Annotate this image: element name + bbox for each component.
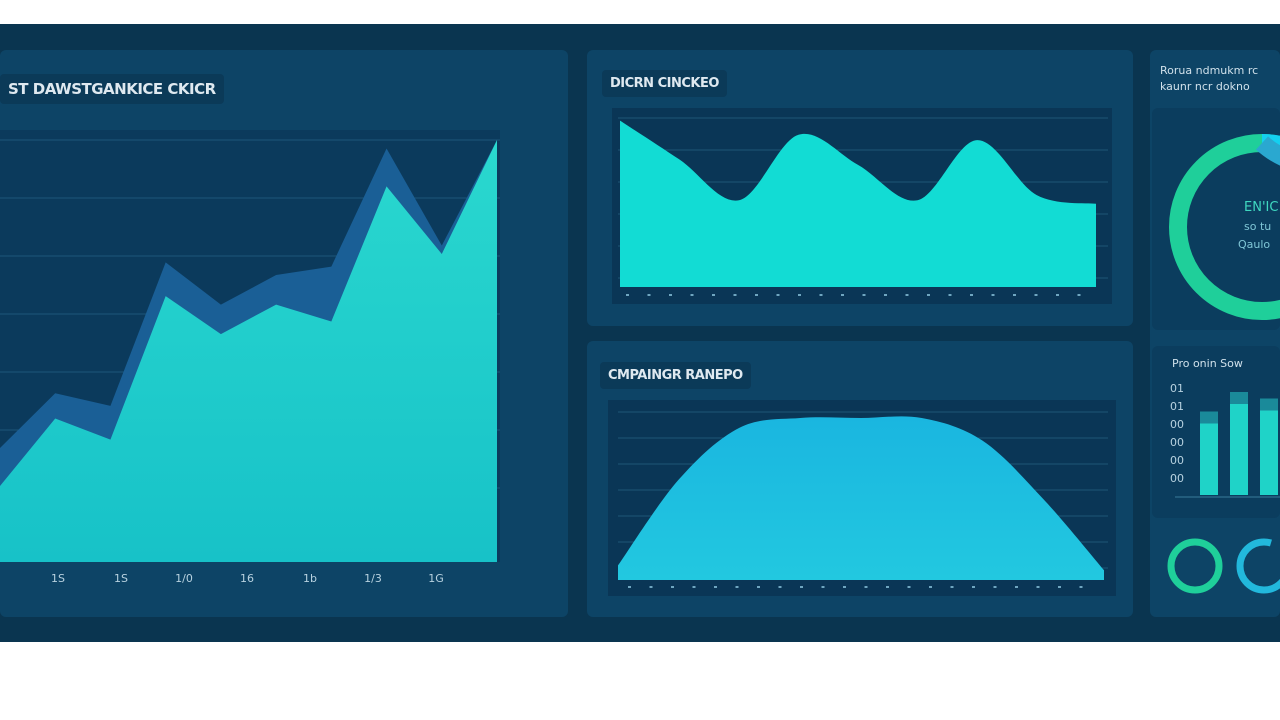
bottom-x-tick bbox=[907, 586, 911, 588]
x-tick-label: 1/3 bbox=[364, 572, 382, 585]
bottom-x-tick bbox=[692, 586, 696, 588]
top-area bbox=[620, 120, 1096, 288]
top-x-tick bbox=[819, 294, 823, 296]
top-x-tick bbox=[669, 294, 672, 296]
bottom-x-tick bbox=[1015, 586, 1018, 588]
bottom-x-tick bbox=[1058, 586, 1061, 588]
bottom-x-tick bbox=[843, 586, 846, 588]
x-tick-label: 1S bbox=[51, 572, 65, 585]
bottom-x-tick bbox=[735, 586, 739, 588]
bottom-x-tick bbox=[929, 586, 932, 588]
bottom-area bbox=[618, 416, 1104, 580]
bar bbox=[1200, 423, 1218, 495]
x-tick-label: 1S bbox=[114, 572, 128, 585]
bottom-x-tick bbox=[821, 586, 825, 588]
bottom-x-tick bbox=[864, 586, 868, 588]
bottom-x-tick bbox=[993, 586, 997, 588]
top-x-tick bbox=[690, 294, 694, 296]
x-tick-label: 1b bbox=[303, 572, 317, 585]
bottom-x-tick bbox=[714, 586, 717, 588]
bottom-x-tick bbox=[972, 586, 975, 588]
bars-title: Pro onin Sow bbox=[1172, 357, 1243, 370]
top-x-tick bbox=[862, 294, 866, 296]
top-x-tick bbox=[884, 294, 887, 296]
top-x-tick bbox=[927, 294, 930, 296]
top-x-tick bbox=[948, 294, 952, 296]
top-x-tick bbox=[712, 294, 715, 296]
donut-label-3: Qaulo bbox=[1238, 238, 1271, 251]
bottom-x-tick bbox=[778, 586, 782, 588]
x-tick-label: 1/0 bbox=[175, 572, 193, 585]
bar bbox=[1230, 404, 1248, 495]
top-x-tick bbox=[626, 294, 629, 296]
bottom-x-tick bbox=[950, 586, 954, 588]
donut-label-1: EN'IC bbox=[1244, 200, 1279, 215]
main-chart-title: ST DAWSTGANKICE CKICR bbox=[0, 74, 224, 104]
bottom-x-tick bbox=[671, 586, 674, 588]
top-chart-title: DICRN CINCKEO bbox=[602, 70, 727, 97]
top-x-tick bbox=[1034, 294, 1038, 296]
bar-y-tick: 00 bbox=[1170, 472, 1184, 485]
bottom-x-tick bbox=[800, 586, 803, 588]
bottom-x-tick bbox=[1036, 586, 1040, 588]
top-x-tick bbox=[1077, 294, 1081, 296]
donut-segment bbox=[1255, 136, 1280, 166]
x-tick-label: 16 bbox=[240, 572, 254, 585]
top-x-tick bbox=[733, 294, 737, 296]
top-x-tick bbox=[905, 294, 909, 296]
side-title-1: Rorua ndmukm rc bbox=[1160, 64, 1259, 77]
donut-label-2: so tu bbox=[1244, 220, 1272, 233]
bar-y-tick: 01 bbox=[1170, 382, 1184, 395]
bottom-x-tick bbox=[886, 586, 889, 588]
bottom-x-tick bbox=[1079, 586, 1083, 588]
top-x-tick bbox=[1013, 294, 1016, 296]
bottom-chart-title: CMPAINGR RANEPO bbox=[600, 362, 751, 389]
bar-y-tick: 00 bbox=[1170, 454, 1184, 467]
top-x-tick bbox=[776, 294, 780, 296]
top-x-tick bbox=[841, 294, 844, 296]
top-x-tick bbox=[970, 294, 973, 296]
bar bbox=[1260, 410, 1278, 495]
bottom-x-tick bbox=[649, 586, 653, 588]
top-x-tick bbox=[798, 294, 801, 296]
bar-y-tick: 00 bbox=[1170, 418, 1184, 431]
small-donut bbox=[1236, 538, 1280, 594]
bar-y-tick: 00 bbox=[1170, 436, 1184, 449]
top-x-tick bbox=[647, 294, 651, 296]
bottom-x-tick bbox=[757, 586, 760, 588]
main-area-front bbox=[0, 140, 497, 562]
bar-y-tick: 01 bbox=[1170, 400, 1184, 413]
top-x-tick bbox=[755, 294, 758, 296]
top-x-tick bbox=[1056, 294, 1059, 296]
small-donut bbox=[1167, 538, 1223, 594]
top-x-tick bbox=[991, 294, 995, 296]
x-tick-label: 1G bbox=[428, 572, 444, 585]
side-title-2: kaunr ncr dokno bbox=[1160, 80, 1250, 93]
bottom-x-tick bbox=[628, 586, 631, 588]
